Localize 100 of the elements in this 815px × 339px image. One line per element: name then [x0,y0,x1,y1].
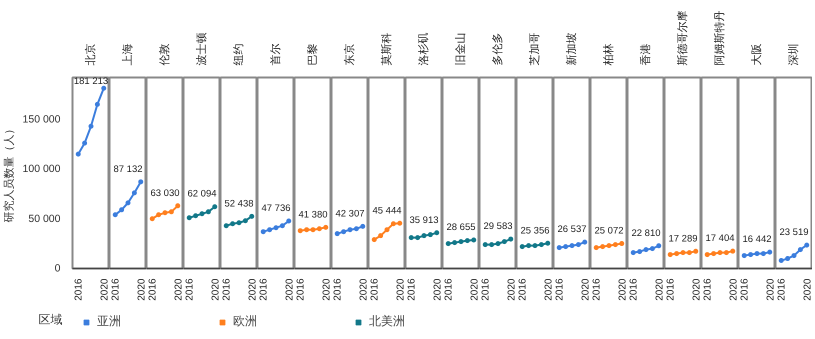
point [378,233,384,238]
x-tick-label: 2016 [406,278,418,301]
y-tick-label: 0 [54,262,61,274]
x-tick-label: 2016 [222,278,233,301]
point [82,140,88,146]
x-tick-label: 2020 [432,278,444,301]
data-label: 41 380 [298,209,328,220]
point [212,204,218,210]
data-label: 42 307 [335,208,365,220]
point [397,220,402,226]
x-tick-label: 2016 [666,278,677,301]
chart-title: 巴黎 [307,44,319,66]
point [360,224,366,229]
data-label: 181 213 [74,76,108,88]
x-tick-label: 2016 [332,278,344,301]
data-label: 35 913 [409,214,439,226]
chart-title: 纽约 [233,44,245,66]
point [390,221,396,226]
point [175,203,180,208]
x-tick-label: 2020 [506,278,518,301]
data-label: 17 289 [668,233,698,244]
x-tick-label: 2016 [444,278,455,301]
chart-title: 多伦多 [492,32,504,66]
chart-title: 芝加哥 [528,32,541,66]
point [637,249,642,254]
data-label: 16 442 [742,234,772,246]
chart-title: 波士顿 [195,32,208,66]
x-tick-label: 2020 [358,278,370,301]
point [224,223,229,228]
chart-title: 上海 [121,44,134,66]
x-tick-label: 2016 [592,278,603,301]
x-tick-label: 2020 [99,278,110,301]
x-tick-label: 2016 [776,278,788,301]
x-tick-label: 2020 [691,278,702,301]
point [341,229,346,234]
data-label: 47 736 [261,203,291,214]
data-label: 23 519 [779,227,809,238]
data-label: 87 132 [113,164,143,175]
point [785,256,790,262]
point [334,231,340,236]
chart-title: 东京 [343,44,356,66]
x-tick-label: 2016 [74,278,85,301]
point [200,211,204,216]
x-tick-label: 2020 [728,278,740,301]
chart-title: 香港 [639,44,652,66]
chart-title: 伦敦 [158,44,171,66]
chart-title: 莫斯科 [380,32,393,66]
data-label: 52 438 [224,198,254,210]
point [230,221,236,226]
chart-title: 大阪 [750,44,763,66]
point [156,212,162,218]
data-label: 45 444 [372,205,402,216]
point [778,258,784,264]
legend-label: 欧洲 [233,313,257,330]
chart-title: 阿姆斯特丹 [713,10,726,66]
data-label: 25 356 [520,225,550,236]
x-tick-label: 2016 [740,278,751,301]
point [372,237,377,242]
point [138,179,144,184]
point [132,190,137,196]
point [126,200,130,206]
chart-title: 深圳 [787,44,800,66]
x-tick-label: 2020 [543,278,554,301]
point [644,247,648,252]
data-label: 22 810 [631,228,661,239]
x-tick-label: 2016 [480,278,492,301]
x-tick-label: 2020 [284,278,296,301]
point [630,250,636,256]
point [206,209,211,214]
chart-title: 旧金山 [454,32,467,66]
data-label: 26 537 [557,224,587,236]
x-tick-label: 2016 [702,278,714,301]
x-tick-label: 2016 [370,278,381,301]
x-tick-label: 2016 [628,278,640,301]
point [76,152,81,157]
point [274,225,278,230]
point [101,86,106,91]
x-tick-label: 2016 [258,278,270,301]
data-label: 63 030 [150,188,180,199]
chart-title: 新加坡 [565,32,578,66]
point [384,227,390,232]
legend-title: 区域 [38,312,62,326]
point [119,207,124,212]
x-tick-label: 2020 [802,278,814,301]
x-tick-label: 2020 [247,278,258,301]
chart-title: 首尔 [270,44,282,66]
y-tick-label: 150 000 [22,113,61,126]
point [650,246,655,252]
y-tick-label: 50 000 [28,212,61,225]
x-tick-label: 2020 [395,278,406,301]
y-tick-label: 100 000 [22,163,61,176]
point [280,223,285,228]
point [162,210,168,216]
x-tick-label: 2020 [469,278,480,301]
x-tick-label: 2020 [580,278,592,301]
x-tick-label: 2016 [518,278,529,301]
x-tick-label: 2016 [110,278,122,301]
chart-title: 洛杉矶 [418,32,430,66]
x-tick-label: 2016 [184,278,196,301]
point [242,218,248,224]
